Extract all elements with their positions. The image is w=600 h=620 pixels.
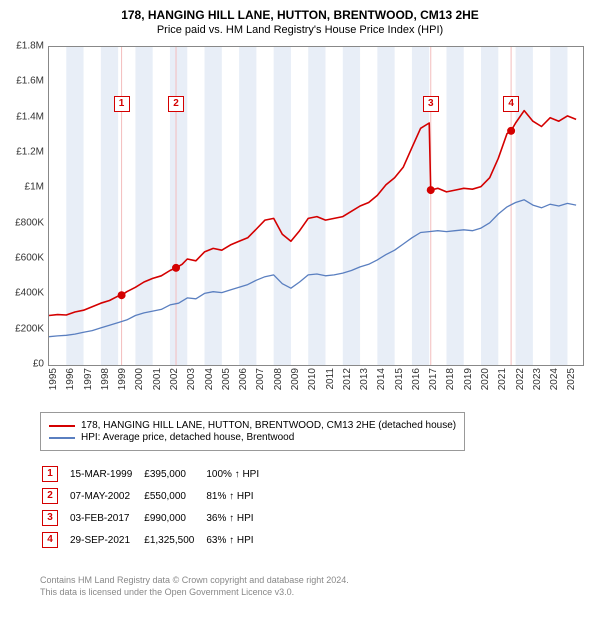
sale-marker-3: 3	[423, 96, 439, 112]
sale-index-badge: 4	[42, 532, 58, 548]
sale-index-badge: 3	[42, 510, 58, 526]
sale-pct: 100% ↑ HPI	[206, 464, 269, 484]
plot-area: 1 2 3 4	[48, 46, 584, 366]
chart-title: 178, HANGING HILL LANE, HUTTON, BRENTWOO…	[0, 8, 600, 22]
legend-box: 178, HANGING HILL LANE, HUTTON, BRENTWOO…	[40, 412, 465, 451]
sale-date: 29-SEP-2021	[70, 530, 142, 550]
sale-pct: 81% ↑ HPI	[206, 486, 269, 506]
legend-label: HPI: Average price, detached house, Bren…	[81, 432, 294, 443]
sale-date: 07-MAY-2002	[70, 486, 142, 506]
sale-index-badge: 1	[42, 466, 58, 482]
sales-table: 1 15-MAR-1999£395,000100% ↑ HPI 2 07-MAY-20…	[40, 462, 271, 552]
sale-date: 03-FEB-2017	[70, 508, 142, 528]
sales-row: 2 07-MAY-2002£550,00081% ↑ HPI	[42, 486, 269, 506]
y-tick-label: £0	[33, 359, 44, 370]
legend-swatch	[49, 425, 75, 427]
chart-subtitle: Price paid vs. HM Land Registry's House …	[0, 24, 600, 36]
sale-marker-2: 2	[168, 96, 184, 112]
sale-index-badge: 2	[42, 488, 58, 504]
legend-swatch	[49, 437, 75, 439]
sale-price: £1,325,500	[144, 530, 204, 550]
y-tick-label: £200K	[15, 323, 44, 334]
x-tick-label: 2025	[566, 368, 600, 390]
sale-date: 15-MAR-1999	[70, 464, 142, 484]
legend-label: 178, HANGING HILL LANE, HUTTON, BRENTWOO…	[81, 420, 456, 431]
y-tick-label: £1.8M	[16, 41, 44, 52]
footer-attribution: Contains HM Land Registry data © Crown c…	[40, 574, 349, 598]
y-tick-label: £600K	[15, 253, 44, 264]
y-tick-label: £800K	[15, 217, 44, 228]
x-axis: 1995199619971998199920002001200220032004…	[48, 368, 582, 408]
y-tick-label: £1.2M	[16, 147, 44, 158]
sales-row: 1 15-MAR-1999£395,000100% ↑ HPI	[42, 464, 269, 484]
y-tick-label: £1.6M	[16, 76, 44, 87]
legend-row: 178, HANGING HILL LANE, HUTTON, BRENTWOO…	[49, 420, 456, 431]
y-tick-label: £1M	[25, 182, 44, 193]
sale-pct: 36% ↑ HPI	[206, 508, 269, 528]
legend-row: HPI: Average price, detached house, Bren…	[49, 432, 456, 443]
y-tick-label: £400K	[15, 288, 44, 299]
y-axis: £0£200K£400K£600K£800K£1M£1.2M£1.4M£1.6M…	[0, 46, 44, 364]
sale-price: £395,000	[144, 464, 204, 484]
footer-line2: This data is licensed under the Open Gov…	[40, 586, 349, 598]
sale-pct: 63% ↑ HPI	[206, 530, 269, 550]
sale-price: £990,000	[144, 508, 204, 528]
y-tick-label: £1.4M	[16, 111, 44, 122]
sale-marker-4: 4	[503, 96, 519, 112]
sale-price: £550,000	[144, 486, 204, 506]
sales-row: 3 03-FEB-2017£990,00036% ↑ HPI	[42, 508, 269, 528]
sale-marker-1: 1	[114, 96, 130, 112]
sales-row: 4 29-SEP-2021£1,325,50063% ↑ HPI	[42, 530, 269, 550]
footer-line1: Contains HM Land Registry data © Crown c…	[40, 574, 349, 586]
